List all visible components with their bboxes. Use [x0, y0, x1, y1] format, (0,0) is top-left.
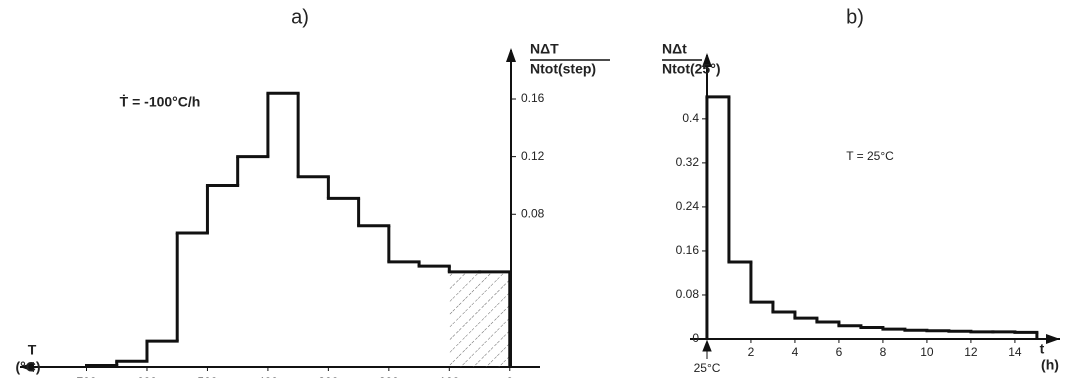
hatched-area [449, 271, 480, 367]
x-unit: (°C) [15, 359, 40, 375]
x-arrow [20, 362, 34, 372]
x-unit: (h) [1041, 357, 1059, 373]
origin-label: 25°C [694, 361, 721, 375]
x-arrow [1046, 334, 1060, 344]
y-label-den: Ntot(step) [530, 61, 596, 77]
hatched-area [479, 271, 510, 367]
x-label: t [1040, 341, 1045, 357]
origin-arrow [702, 339, 712, 359]
y-tick-label: 0.12 [521, 149, 545, 163]
y-label-num: NΔt [662, 41, 687, 57]
y-tick-label: 0.16 [521, 91, 545, 105]
y-tick-label: 0.16 [676, 243, 700, 257]
y-tick-label: 0.24 [676, 199, 700, 213]
x-tick-label: 8 [880, 345, 887, 359]
y-arrow [702, 53, 712, 67]
x-tick-label: 200 [379, 375, 399, 378]
y-tick-label: 0.32 [676, 155, 700, 169]
x-label: T [28, 342, 37, 358]
x-tick-label: 6 [836, 345, 843, 359]
panel-title: a) [291, 6, 309, 28]
annotation: T = 25°C [846, 149, 894, 163]
x-tick-label: 10 [920, 345, 934, 359]
x-tick-label: 500 [197, 375, 217, 378]
x-tick-label: 600 [137, 375, 157, 378]
x-tick-label: 0 [506, 375, 513, 378]
y-tick-label: 0.4 [682, 111, 699, 125]
y-label-den: Ntot(25°) [662, 61, 720, 77]
panel-title: b) [846, 6, 864, 28]
x-tick-label: 2 [748, 345, 755, 359]
x-tick-label: 300 [318, 375, 338, 378]
x-tick-label: 700 [76, 375, 96, 378]
annotation: Ṫ = -100°C/h [120, 94, 201, 110]
y-tick-label: 0.08 [521, 206, 545, 220]
y-label-num: NΔT [530, 41, 559, 57]
y-tick-label: 0.08 [676, 287, 700, 301]
y-tick-label: 0 [692, 331, 699, 345]
x-tick-label: 12 [964, 345, 978, 359]
x-tick-label: 400 [258, 375, 278, 378]
y-arrow [506, 48, 516, 62]
x-tick-label: 14 [1008, 345, 1022, 359]
x-tick-label: 4 [792, 345, 799, 359]
x-tick-label: 100 [439, 375, 459, 378]
